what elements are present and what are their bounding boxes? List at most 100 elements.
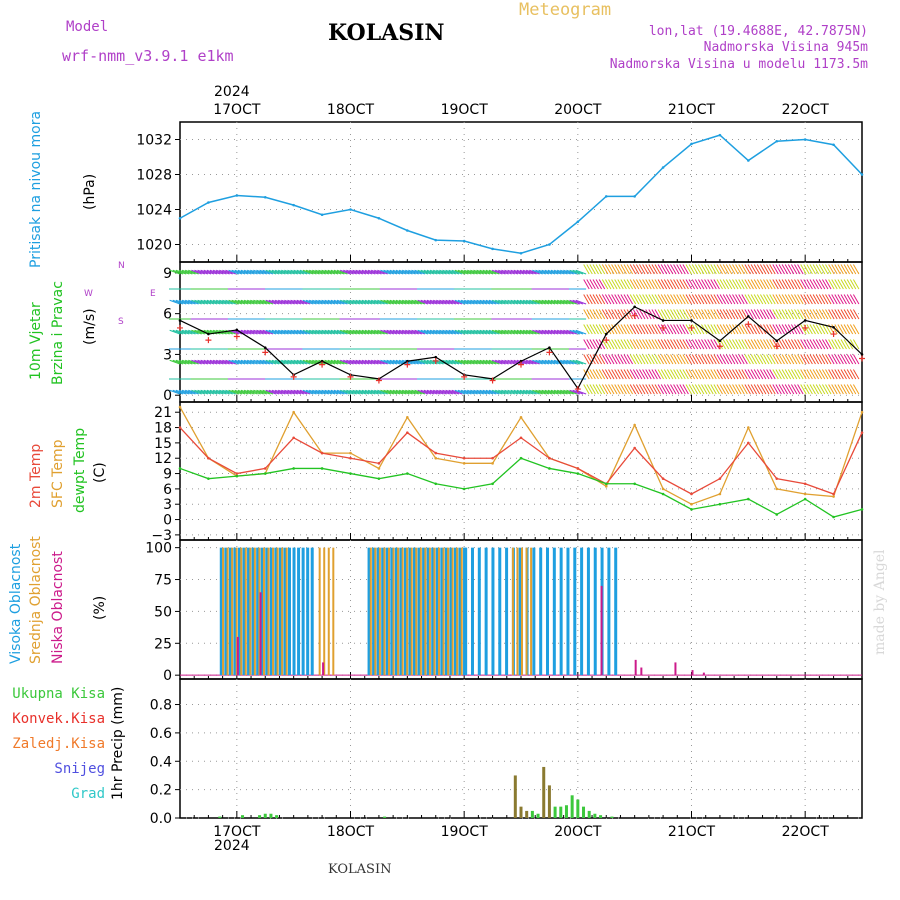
wind-barb — [423, 389, 435, 395]
wind-barb — [642, 354, 649, 365]
wind-barb — [651, 354, 658, 365]
wind-barb — [821, 339, 829, 350]
wind-barb — [510, 329, 522, 335]
wind-barb — [398, 389, 410, 395]
wind-barb — [293, 269, 305, 275]
wind-barb — [429, 269, 441, 275]
wind-barb — [346, 329, 357, 335]
wind-barb — [617, 339, 624, 350]
wind-barb — [225, 299, 236, 305]
cloud-mid-bar — [516, 547, 519, 676]
wind-barb — [544, 269, 556, 275]
wind-barb — [516, 269, 528, 275]
wind-barb — [744, 369, 751, 380]
wind-barb — [769, 309, 776, 320]
wind-barb — [716, 354, 723, 365]
wind-barb — [250, 359, 261, 365]
pressure-line-point — [718, 133, 722, 137]
wind-barb — [846, 279, 854, 290]
wind-barb — [519, 329, 531, 335]
precip-total-bar — [275, 815, 279, 818]
cloud-mid-bar — [530, 547, 533, 676]
wind-gust-marker — [489, 377, 496, 384]
wind-barb — [601, 294, 609, 305]
wind-barb — [386, 269, 398, 275]
wind-barb — [436, 269, 447, 275]
wind-barb — [296, 299, 308, 305]
wind-barb — [828, 384, 835, 395]
wind-barb — [725, 369, 733, 380]
cloud-high-bar — [458, 547, 462, 676]
wind-barb — [635, 324, 643, 335]
wind-barb — [374, 299, 385, 305]
cloud-high-bar — [470, 547, 474, 676]
wind-barb — [691, 279, 699, 290]
wind-gust-marker — [574, 386, 581, 393]
cloud-high-bar — [256, 547, 260, 676]
wind-barb — [203, 269, 215, 275]
cloud-high-bar — [233, 547, 237, 676]
wind-barb — [722, 309, 730, 320]
wind-barb — [560, 389, 571, 395]
2m-temp-line-point — [832, 492, 835, 496]
wind-barb — [601, 384, 609, 395]
wind-barb — [592, 264, 599, 275]
wind-barb — [538, 299, 550, 305]
wind-barb — [274, 389, 286, 395]
wind-barb — [370, 299, 382, 305]
wind-barb — [694, 339, 702, 350]
wind-barb — [544, 329, 556, 335]
wind-barb — [361, 389, 373, 395]
wind-barb — [790, 384, 798, 395]
wind-barb — [479, 359, 491, 365]
wind-barb — [473, 389, 484, 395]
wind-barb — [648, 279, 655, 290]
wind-barb — [843, 369, 851, 380]
wind-barb — [457, 269, 469, 275]
wind-barb — [601, 324, 609, 335]
wind-barb — [663, 339, 671, 350]
wind-barb — [784, 384, 792, 395]
wind-barb — [595, 294, 603, 305]
dewpoint-temp-line-point — [747, 497, 750, 501]
wind-barb — [358, 269, 370, 275]
cloud-low-bar — [322, 662, 325, 676]
wind-barb — [685, 324, 692, 335]
sfc-temp-line-point — [519, 416, 523, 419]
wind-barb — [691, 294, 699, 305]
wind-barb — [620, 294, 627, 305]
wind-barb — [849, 309, 857, 320]
wind-barb — [651, 264, 658, 275]
wind-barb — [240, 269, 252, 275]
wind-barb — [417, 389, 429, 395]
wind-barb — [645, 309, 652, 320]
wind-barb — [666, 279, 674, 290]
wind-barb — [735, 354, 742, 365]
wind-barb — [386, 299, 398, 305]
wind-barb — [290, 269, 302, 275]
wind-barb — [642, 339, 649, 350]
wind-barb — [769, 354, 776, 365]
wind-barb — [253, 329, 264, 335]
wind-barb — [766, 279, 773, 290]
wind-barb — [716, 369, 723, 380]
wind-barb — [432, 299, 444, 305]
wind-barb — [697, 384, 705, 395]
wind-barb — [601, 369, 609, 380]
wind-barb — [467, 269, 478, 275]
wind-barb — [401, 329, 413, 335]
wind-barb — [617, 384, 624, 395]
wind-barb — [318, 299, 329, 305]
pressure-line-point — [604, 195, 608, 198]
cloud-mid-bar — [521, 547, 523, 676]
wind-barb — [670, 354, 677, 365]
sfc-temp-line-point — [491, 462, 494, 465]
wind-speed-line-point — [633, 305, 636, 309]
wind-barb — [722, 354, 730, 365]
wind-barb — [336, 359, 348, 365]
wind-barb — [535, 269, 546, 275]
wind-barb — [358, 299, 370, 305]
wind-barb — [451, 389, 463, 395]
wind-gust-marker — [375, 377, 382, 384]
2m-temp-line-point — [803, 482, 807, 486]
